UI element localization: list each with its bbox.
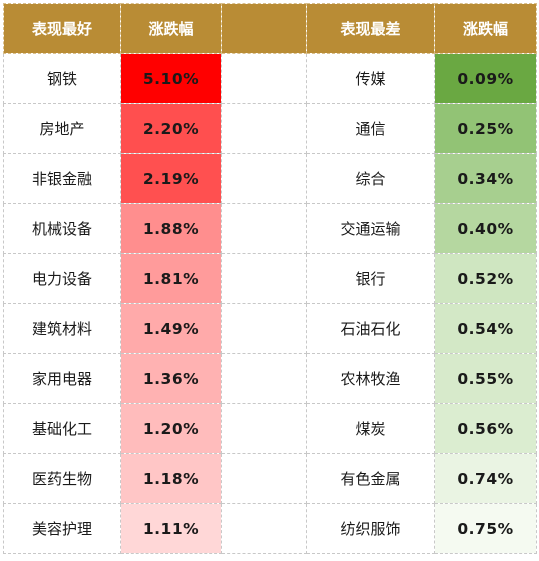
table-row: 电力设备 1.81% 银行 0.52% bbox=[3, 253, 537, 304]
best-industry-change: 1.49% bbox=[120, 303, 222, 354]
worst-industry-change: 0.09% bbox=[434, 53, 537, 104]
best-header: 表现最好 bbox=[3, 3, 121, 54]
best-industry-name: 医药生物 bbox=[3, 453, 121, 504]
worst-industry-name: 银行 bbox=[306, 253, 435, 304]
worst-industry-change: 0.56% bbox=[434, 403, 537, 454]
best-industry-change: 1.36% bbox=[120, 353, 222, 404]
industry-performance-table: 表现最好 涨跌幅 表现最差 涨跌幅 钢铁 5.10% 传媒 0.09% 房地产 2.20%… bbox=[3, 3, 537, 554]
gap-cell bbox=[221, 403, 307, 454]
best-industry-change: 2.20% bbox=[120, 103, 222, 154]
table-body: 钢铁 5.10% 传媒 0.09% 房地产 2.20% 通信 0.25% 非银金融 2.19% 综合… bbox=[3, 53, 537, 554]
gap-cell bbox=[221, 153, 307, 204]
worst-industry-change: 0.25% bbox=[434, 103, 537, 154]
worst-industry-name: 纺织服饰 bbox=[306, 503, 435, 554]
best-industry-name: 非银金融 bbox=[3, 153, 121, 204]
best-industry-change: 2.19% bbox=[120, 153, 222, 204]
best-industry-change: 1.20% bbox=[120, 403, 222, 454]
gap-cell bbox=[221, 503, 307, 554]
worst-industry-change: 0.52% bbox=[434, 253, 537, 304]
table-row: 基础化工 1.20% 煤炭 0.56% bbox=[3, 403, 537, 454]
gap-cell bbox=[221, 253, 307, 304]
worst-industry-name: 综合 bbox=[306, 153, 435, 204]
worst-industry-name: 煤炭 bbox=[306, 403, 435, 454]
best-industry-change: 1.18% bbox=[120, 453, 222, 504]
best-industry-change: 1.81% bbox=[120, 253, 222, 304]
gap-cell bbox=[221, 303, 307, 354]
best-industry-name: 建筑材料 bbox=[3, 303, 121, 354]
gap-cell bbox=[221, 453, 307, 504]
worst-industry-change: 0.75% bbox=[434, 503, 537, 554]
table-row: 房地产 2.20% 通信 0.25% bbox=[3, 103, 537, 154]
worst-industry-change: 0.40% bbox=[434, 203, 537, 254]
worst-change-header: 涨跌幅 bbox=[434, 3, 537, 54]
table-row: 家用电器 1.36% 农林牧渔 0.55% bbox=[3, 353, 537, 404]
worst-industry-change: 0.54% bbox=[434, 303, 537, 354]
gap-header bbox=[221, 3, 307, 54]
table-row: 钢铁 5.10% 传媒 0.09% bbox=[3, 53, 537, 104]
worst-industry-change: 0.34% bbox=[434, 153, 537, 204]
table-row: 美容护理 1.11% 纺织服饰 0.75% bbox=[3, 503, 537, 554]
table-row: 建筑材料 1.49% 石油石化 0.54% bbox=[3, 303, 537, 354]
best-industry-name: 钢铁 bbox=[3, 53, 121, 104]
gap-cell bbox=[221, 203, 307, 254]
worst-industry-name: 传媒 bbox=[306, 53, 435, 104]
worst-header: 表现最差 bbox=[306, 3, 435, 54]
worst-industry-name: 农林牧渔 bbox=[306, 353, 435, 404]
best-industry-change: 1.11% bbox=[120, 503, 222, 554]
table-row: 医药生物 1.18% 有色金属 0.74% bbox=[3, 453, 537, 504]
best-change-header: 涨跌幅 bbox=[120, 3, 222, 54]
best-industry-name: 机械设备 bbox=[3, 203, 121, 254]
header-row: 表现最好 涨跌幅 表现最差 涨跌幅 bbox=[3, 3, 537, 54]
table-row: 非银金融 2.19% 综合 0.34% bbox=[3, 153, 537, 204]
table-row: 机械设备 1.88% 交通运输 0.40% bbox=[3, 203, 537, 254]
gap-cell bbox=[221, 103, 307, 154]
best-industry-name: 房地产 bbox=[3, 103, 121, 154]
worst-industry-name: 石油石化 bbox=[306, 303, 435, 354]
worst-industry-change: 0.55% bbox=[434, 353, 537, 404]
worst-industry-name: 交通运输 bbox=[306, 203, 435, 254]
best-industry-name: 家用电器 bbox=[3, 353, 121, 404]
worst-industry-name: 有色金属 bbox=[306, 453, 435, 504]
best-industry-name: 电力设备 bbox=[3, 253, 121, 304]
worst-industry-name: 通信 bbox=[306, 103, 435, 154]
best-industry-name: 美容护理 bbox=[3, 503, 121, 554]
worst-industry-change: 0.74% bbox=[434, 453, 537, 504]
gap-cell bbox=[221, 353, 307, 404]
best-industry-change: 1.88% bbox=[120, 203, 222, 254]
best-industry-name: 基础化工 bbox=[3, 403, 121, 454]
best-industry-change: 5.10% bbox=[120, 53, 222, 104]
gap-cell bbox=[221, 53, 307, 104]
